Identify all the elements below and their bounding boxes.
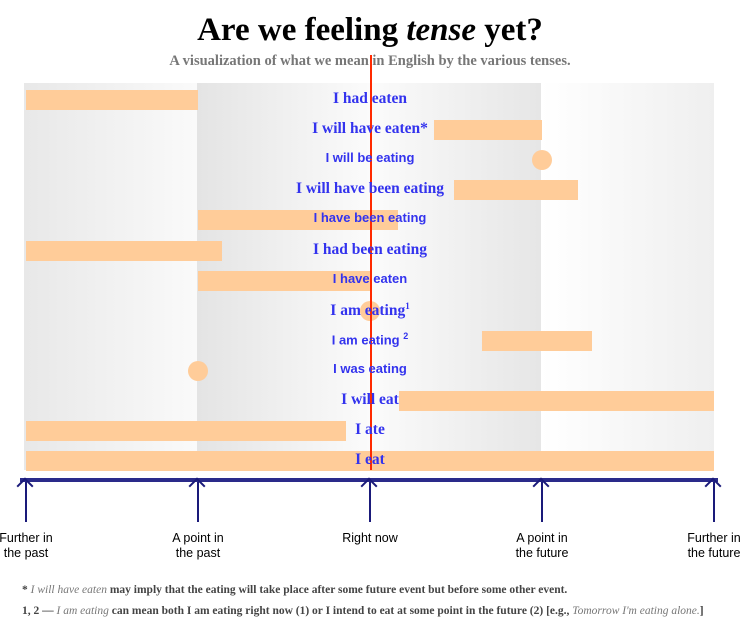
tense-label-text: I will eat — [341, 391, 399, 408]
point-marker — [532, 150, 552, 171]
title-text: Are we feeling — [197, 12, 407, 48]
now-line — [370, 55, 372, 470]
tense-label: I will have eaten* — [170, 120, 570, 138]
footnote-ref: 1 — [405, 300, 410, 311]
title-text-end: yet? — [476, 12, 543, 48]
note-em: I will have eaten — [30, 584, 107, 596]
tense-label: I am eating1 — [170, 301, 570, 320]
up-arrow-icon — [541, 482, 543, 522]
duration-bar — [399, 391, 714, 411]
axis-label: Right now — [320, 531, 420, 546]
axis-label-line2: the future — [687, 546, 740, 560]
page-title: Are we feeling tense yet? — [0, 12, 740, 49]
axis-label-line2: the future — [515, 546, 569, 560]
tense-label: I will have been eating — [170, 180, 570, 198]
footnote-ref: 2 — [403, 330, 409, 341]
axis-label-line1: Right now — [342, 531, 398, 545]
duration-bar — [198, 210, 398, 231]
tense-label-text: I will have eaten* — [312, 120, 428, 138]
axis-label-line1: Further in — [0, 531, 53, 545]
note-text: may imply that the eating will take plac… — [106, 584, 568, 596]
tense-label: I had been eating — [170, 241, 570, 259]
duration-bar — [26, 240, 223, 261]
band-further-past — [24, 83, 197, 470]
duration-bar — [454, 180, 579, 201]
up-arrow-icon — [197, 482, 199, 522]
tense-label-text: I will have been eating — [295, 180, 445, 198]
note-em-example: Tomorrow I'm eating alone. — [572, 605, 700, 617]
up-arrow-icon — [369, 482, 371, 522]
title-emphasis: tense — [406, 12, 476, 48]
tense-label-text: I will be eating — [325, 150, 415, 166]
note-text: can mean both I am eating right now (1) … — [108, 605, 573, 617]
note-end: ] — [699, 605, 704, 617]
axis-label-line2: the past — [3, 546, 49, 560]
tense-label-text: I have been eating — [313, 210, 427, 226]
tense-label: I have been eating — [170, 210, 570, 225]
note-mark: 1, 2 — — [22, 605, 57, 617]
tense-label-text: I was eating — [333, 360, 407, 376]
duration-bar — [433, 120, 542, 141]
axis-label-line2: the past — [175, 546, 221, 560]
duration-bar — [198, 270, 370, 291]
tense-label: I had eaten — [170, 90, 570, 108]
footnote-2: 1, 2 — I am eating can mean both I am ea… — [22, 605, 704, 617]
note-mark: * — [22, 584, 31, 596]
tense-label: I have eaten — [170, 271, 570, 286]
note-em: I am eating — [56, 605, 109, 617]
tense-label-text: I ate — [355, 421, 385, 439]
tense-label: I will eat — [170, 391, 570, 409]
axis-label-line1: A point in — [516, 531, 568, 545]
axis-label: A point in the future — [492, 531, 592, 561]
point-marker — [188, 360, 208, 381]
duration-bar — [26, 90, 198, 110]
tense-label-text: I eat — [355, 451, 385, 469]
duration-bar — [481, 330, 592, 351]
tense-label-text: I had eaten — [332, 90, 408, 107]
tense-label-text: I had been eating — [312, 240, 428, 258]
tense-label: I ate — [170, 421, 570, 439]
tense-label: I was eating — [170, 361, 570, 376]
axis-label: Further in the past — [0, 531, 76, 561]
up-arrow-icon — [713, 482, 715, 522]
tense-label-text: I am eating — [330, 301, 406, 319]
axis-label-line1: Further in — [687, 531, 740, 545]
axis-label: A point in the past — [148, 531, 248, 561]
axis-label: Further in the future — [664, 531, 740, 561]
tense-label: I eat — [170, 451, 570, 469]
axis-label-line1: A point in — [172, 531, 224, 545]
tense-label: I am eating 2 — [170, 331, 570, 347]
tense-label-text: I have eaten — [332, 270, 408, 286]
tense-label: I will be eating — [170, 150, 570, 165]
duration-bar — [26, 421, 346, 442]
up-arrow-icon — [25, 482, 27, 522]
footnote-1: * I will have eaten may imply that the e… — [22, 584, 567, 596]
tense-label-text: I am eating — [331, 332, 404, 348]
